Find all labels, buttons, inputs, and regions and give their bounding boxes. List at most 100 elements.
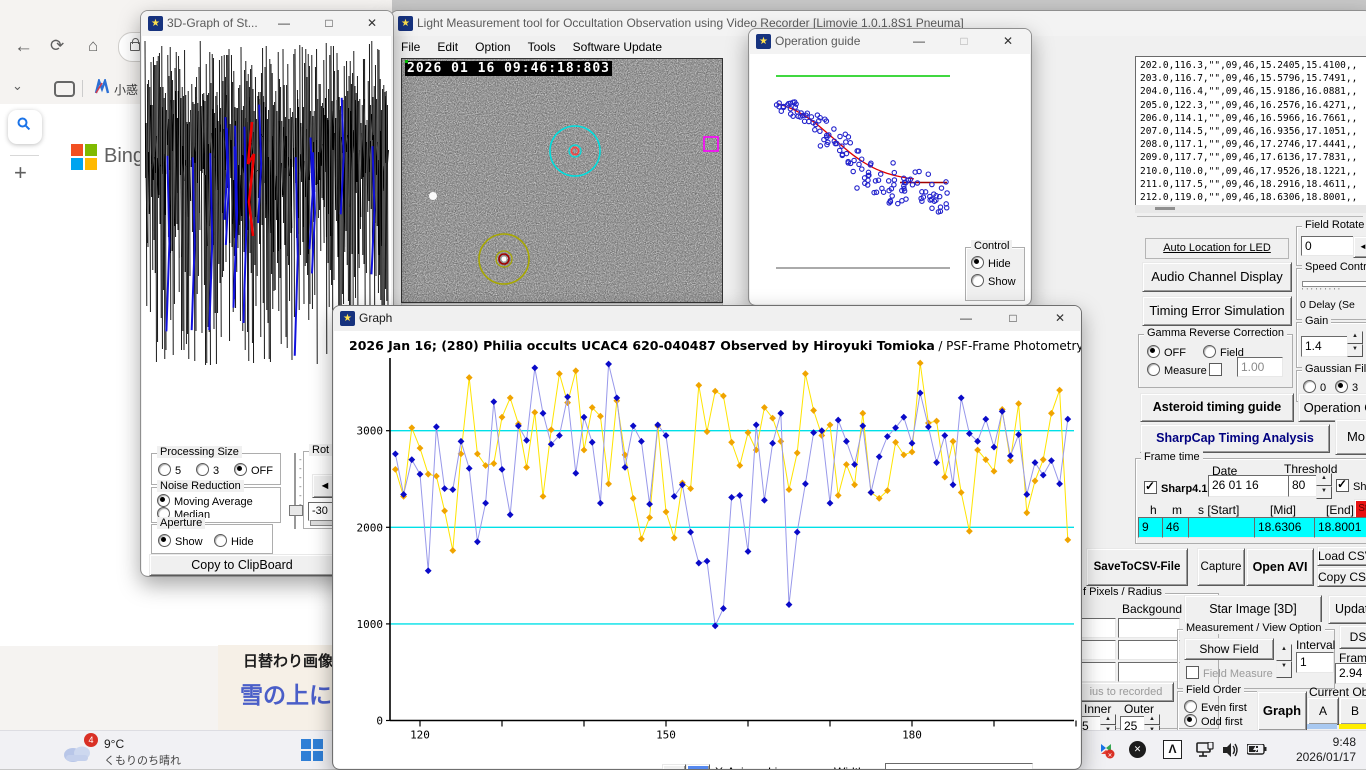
bottom-combo[interactable]	[885, 763, 1033, 770]
field-rotate-spin[interactable]: ◄	[1353, 236, 1366, 258]
tray-blocked-icon[interactable]: ✕	[1129, 741, 1146, 758]
weather-widget[interactable]: 4 9°C くもりのち晴れ	[60, 733, 210, 767]
tray-sync-icon[interactable]: ✕	[1097, 741, 1115, 759]
open-avi-button[interactable]: Open AVI	[1246, 548, 1314, 586]
gamma-checkbox[interactable]	[1209, 363, 1226, 377]
gaussian-3-radio[interactable]: 3	[1335, 380, 1358, 394]
moving-average-radio[interactable]: Moving Average	[157, 494, 253, 508]
minute-field[interactable]: 46	[1162, 517, 1190, 538]
operation-guide-button[interactable]: Operation G	[1298, 393, 1366, 422]
sha-checkbox[interactable]: Sha	[1336, 479, 1366, 493]
tray-lambda-icon[interactable]: Λ	[1163, 740, 1182, 759]
browser-tab-icon[interactable]	[54, 81, 75, 97]
clock-time[interactable]: 9:48	[1290, 735, 1356, 749]
browser-chevron-down-icon[interactable]: ⌄	[12, 78, 23, 94]
update-setting-button[interactable]: Update Setting	[1328, 595, 1366, 624]
proc-5-radio[interactable]: 5	[158, 463, 181, 477]
copy-csv-button[interactable]: Copy CSV	[1317, 567, 1366, 587]
show-field-button[interactable]: Show Field	[1184, 638, 1274, 660]
field-measure-checkbox[interactable]: Field Measure	[1186, 666, 1273, 680]
gain-spinner[interactable]: ▲▼	[1347, 331, 1363, 357]
control-hide-radio[interactable]: Hide	[971, 256, 1011, 270]
auto-location-button[interactable]: Auto Location for LED	[1145, 238, 1289, 259]
even-first-radio[interactable]: Even first	[1184, 700, 1247, 714]
opguide-close-button[interactable]: ✕	[993, 32, 1023, 51]
graph3d-titlebar[interactable]: ★ 3D-Graph of St... — □ ✕	[141, 11, 393, 36]
graph-close-button[interactable]: ✕	[1045, 309, 1075, 328]
mid-field[interactable]: 18.6306	[1254, 517, 1316, 538]
bottom-tool-button-1[interactable]	[662, 764, 686, 770]
load-csv-button[interactable]: Load CSV	[1317, 546, 1366, 566]
gamma-measure-radio[interactable]: Measure	[1147, 363, 1207, 377]
odd-first-radio[interactable]: Odd first	[1184, 714, 1243, 728]
star-image-button[interactable]: Star Image [3D]	[1184, 595, 1322, 624]
control-show-radio[interactable]: Show	[971, 274, 1016, 288]
bg-box-3[interactable]	[1118, 662, 1180, 682]
aperture-show-radio[interactable]: Show	[158, 534, 203, 548]
csv-listbox[interactable]: 202.0,116.3,"",09,46,15.2405,15.4100,,20…	[1135, 56, 1366, 208]
graph3d-minimize-button[interactable]: —	[269, 14, 299, 33]
gain-input[interactable]: 1.4	[1301, 336, 1349, 357]
proc-off-radio[interactable]: OFF	[234, 463, 273, 477]
menu-edit[interactable]: Edit	[437, 36, 472, 58]
bg-box-2[interactable]	[1118, 640, 1180, 660]
sharpcap-button[interactable]: SharpCap Timing Analysis	[1140, 424, 1330, 453]
opguide-minimize-button[interactable]: —	[904, 32, 934, 51]
asteroid-timing-button[interactable]: Asteroid timing guide	[1140, 393, 1294, 422]
browser-back-icon[interactable]: ←	[14, 36, 33, 58]
pixels-box-2[interactable]	[1080, 640, 1116, 660]
save-csv-button[interactable]: SaveToCSV-File	[1086, 548, 1188, 586]
opguide-maximize-button[interactable]: □	[949, 32, 979, 51]
frame-rate-input[interactable]: 2.94	[1335, 663, 1366, 684]
object-a-button[interactable]: A	[1307, 697, 1339, 725]
proc-3-radio[interactable]: 3	[196, 463, 219, 477]
browser-refresh-icon[interactable]: ⟳	[50, 36, 64, 56]
start-field[interactable]	[1188, 517, 1256, 538]
interval-spinner[interactable]: ▲▼	[1276, 644, 1292, 678]
menu-option[interactable]: Option	[475, 36, 524, 58]
bottom-tool-button-2[interactable]	[686, 764, 710, 770]
pixels-box-3[interactable]	[1080, 662, 1116, 682]
threshold-spinner[interactable]: ▲▼	[1316, 473, 1332, 499]
graph-minimize-button[interactable]: —	[951, 309, 981, 328]
menu-software-update[interactable]: Software Update	[573, 36, 676, 58]
capture-button[interactable]: Capture	[1197, 548, 1245, 586]
end-field[interactable]: 18.8001	[1314, 517, 1366, 538]
sharp41-checkbox[interactable]: Sharp4.1	[1144, 481, 1207, 495]
field-rotate-input[interactable]: 0	[1301, 236, 1355, 256]
audio-channel-button[interactable]: Audio Channel Display	[1142, 262, 1292, 292]
radius-recorded-button[interactable]: ius to recorded	[1078, 682, 1174, 702]
vertical-slider[interactable]: -------	[287, 453, 303, 529]
tray-speaker-icon[interactable]	[1222, 742, 1240, 758]
aperture-hide-radio[interactable]: Hide	[214, 534, 254, 548]
clock-date[interactable]: 2026/01/17	[1280, 750, 1356, 764]
gamma-value-input[interactable]: 1.00	[1237, 357, 1283, 377]
tray-battery-icon[interactable]	[1247, 744, 1267, 755]
tray-display-icon[interactable]	[1196, 742, 1214, 758]
interval-input[interactable]: 1	[1296, 652, 1334, 673]
st-button[interactable]: St	[1354, 499, 1366, 519]
graph3d-maximize-button[interactable]: □	[314, 14, 344, 33]
new-tab-plus-icon[interactable]: +	[14, 160, 27, 186]
gaussian-0-radio[interactable]: 0	[1303, 380, 1326, 394]
speed-slider[interactable]	[1302, 281, 1366, 287]
ds-button[interactable]: DS	[1339, 625, 1366, 649]
hour-field[interactable]: 9	[1138, 517, 1164, 538]
bookmark-favicon[interactable]	[94, 79, 110, 95]
browser-home-icon[interactable]: ⌂	[88, 36, 98, 56]
graph-button[interactable]: Graph	[1257, 691, 1307, 731]
timing-error-button[interactable]: Timing Error Simulation	[1142, 296, 1292, 326]
menu-file[interactable]: File	[401, 36, 434, 58]
bg-box-1[interactable]	[1118, 618, 1180, 638]
object-b-button[interactable]: B	[1339, 697, 1366, 725]
gamma-off-radio[interactable]: OFF	[1147, 345, 1186, 359]
start-button[interactable]	[300, 738, 324, 762]
csv-hscrollbar[interactable]	[1135, 205, 1366, 213]
daily-image-headline[interactable]: 雪の上に	[240, 676, 332, 710]
graph-titlebar[interactable]: ★ Graph — □ ✕	[333, 306, 1081, 331]
copy-clipboard-button[interactable]: Copy to ClipBoard	[149, 554, 335, 576]
graph3d-close-button[interactable]: ✕	[357, 14, 387, 33]
bookmark-label[interactable]: 小惑	[114, 81, 138, 98]
mo-button[interactable]: Mo	[1335, 419, 1366, 455]
threshold-input[interactable]: 80	[1288, 475, 1318, 497]
